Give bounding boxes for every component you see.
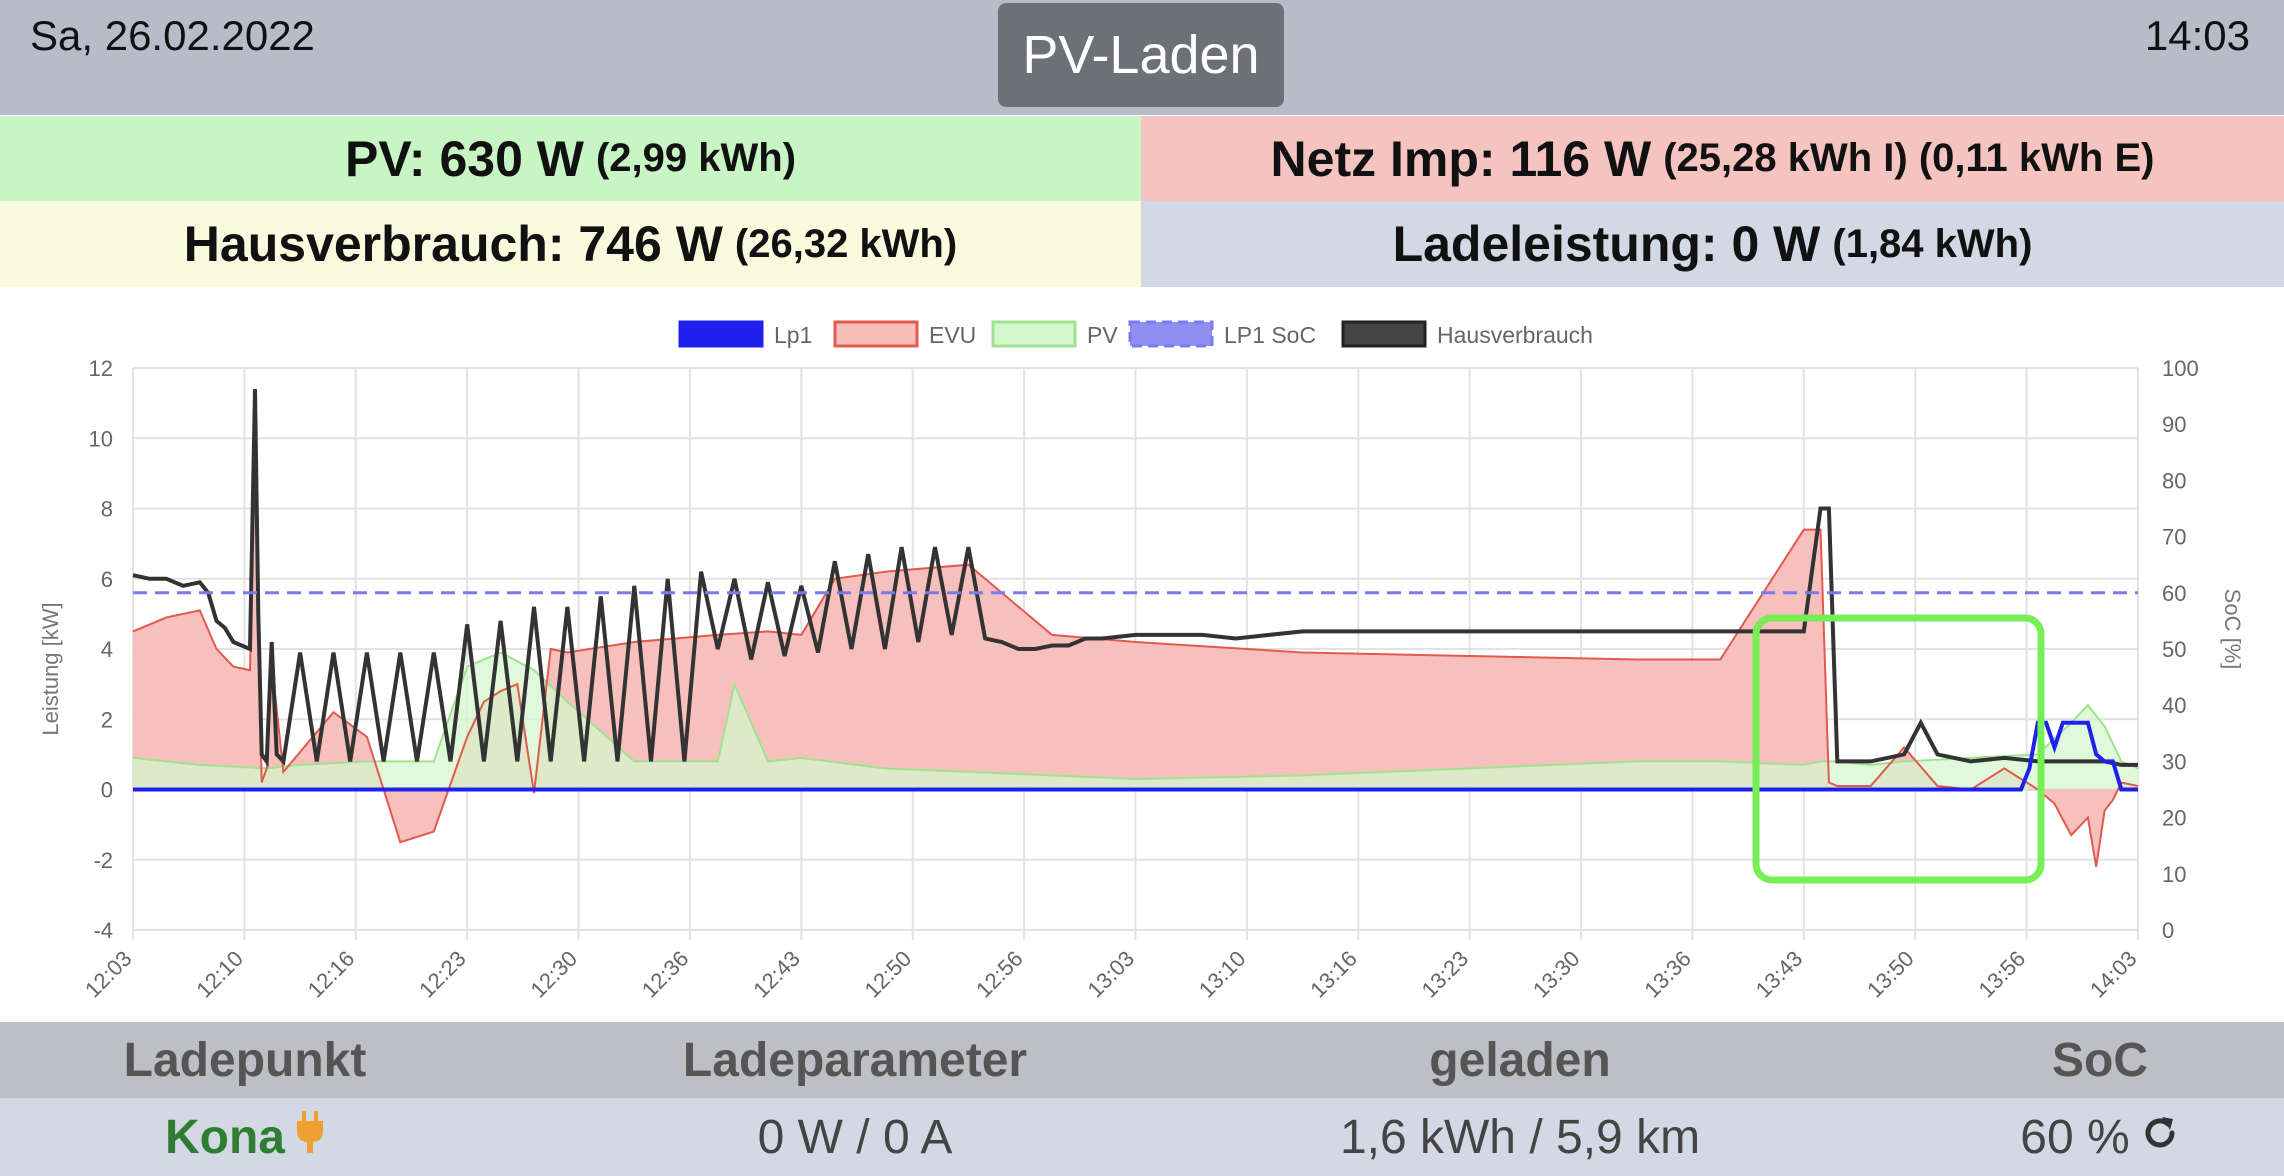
charge-power: Ladeleistung: 0 W bbox=[1392, 216, 1821, 272]
x-tick-label: 13:50 bbox=[1862, 946, 1919, 1003]
x-tick-label: 13:16 bbox=[1305, 946, 1362, 1003]
legend-lp1[interactable]: Lp1 bbox=[678, 320, 812, 348]
grid-energy: (25,28 kWh I) (0,11 kWh E) bbox=[1663, 136, 2155, 180]
charge-energy: (1,84 kWh) bbox=[1832, 221, 2033, 266]
x-tick-label: 14:03 bbox=[2085, 946, 2142, 1003]
x-tick-label: 13:23 bbox=[1417, 946, 1474, 1003]
x-tick-label: 12:50 bbox=[860, 946, 917, 1003]
y-axis-label: Leistung [kW] bbox=[38, 602, 63, 735]
chargepoint-name[interactable]: Kona bbox=[165, 1110, 285, 1164]
y-tick-label: 0 bbox=[101, 778, 113, 803]
highlight-box bbox=[1752, 614, 2045, 884]
lp1-line bbox=[133, 720, 2138, 792]
y-tick-label: 6 bbox=[101, 567, 113, 592]
x-tick-label: 13:43 bbox=[1751, 946, 1808, 1003]
house-power: Hausverbrauch: 746 W bbox=[183, 216, 723, 272]
x-tick-label: 12:16 bbox=[303, 946, 360, 1003]
x-tick-label: 12:36 bbox=[637, 946, 694, 1003]
y2-tick-label: 90 bbox=[2162, 412, 2186, 437]
header-soc: SoC bbox=[2052, 1033, 2148, 1087]
y-tick-label: 12 bbox=[89, 356, 113, 381]
top-bar: Sa, 26.02.2022 PV-Laden 14:03 bbox=[0, 0, 2284, 115]
house-info-panel: Hausverbrauch: 746 W (26,32 kWh) bbox=[0, 201, 1141, 287]
time-label: 14:03 bbox=[2144, 12, 2250, 59]
soc-value: 60 % bbox=[2020, 1110, 2130, 1164]
y2-tick-label: 20 bbox=[2162, 806, 2186, 831]
charged-amount: 1,6 kWh / 5,9 km bbox=[1339, 1110, 1701, 1164]
grid-info-panel: Netz Imp: 116 W (25,28 kWh I) (0,11 kWh … bbox=[1141, 116, 2284, 201]
y2-tick-label: 80 bbox=[2162, 468, 2186, 493]
charge-info-panel: Ladeleistung: 0 W (1,84 kWh) bbox=[1141, 201, 2284, 287]
legend-hausverbrauch[interactable]: Hausverbrauch bbox=[1341, 320, 1593, 348]
legend-swatch bbox=[678, 320, 764, 348]
pv-info-panel: PV: 630 W (2,99 kWh) bbox=[0, 116, 1141, 201]
charge-mode-button[interactable]: PV-Laden bbox=[998, 3, 1284, 107]
x-tick-label: 13:36 bbox=[1639, 946, 1696, 1003]
y-tick-label: 8 bbox=[101, 497, 113, 522]
y-tick-label: -4 bbox=[93, 918, 113, 943]
y-tick-label: 4 bbox=[101, 637, 113, 662]
charge-table-row[interactable]: Kona 0 W / 0 A 1,6 kWh / 5,9 km 60 % bbox=[0, 1098, 2284, 1176]
legend-swatch bbox=[833, 320, 919, 348]
x-tick-label: 13:56 bbox=[1974, 946, 2031, 1003]
y2-tick-label: 40 bbox=[2162, 693, 2186, 718]
legend-pv[interactable]: PV bbox=[991, 320, 1118, 348]
x-tick-label: 12:43 bbox=[748, 946, 805, 1003]
evu-line bbox=[132, 417, 2139, 867]
legend-label: PV bbox=[1087, 322, 1118, 348]
x-tick-label: 12:23 bbox=[414, 946, 471, 1003]
chart-legend[interactable]: Lp1 EVU PV LP1 SoC Hausverbrauch bbox=[678, 320, 1593, 348]
legend-label: Lp1 bbox=[774, 322, 812, 348]
pv-power: PV: 630 W bbox=[344, 130, 584, 187]
grid-power: Netz Imp: 116 W bbox=[1270, 130, 1652, 187]
x-tick-label: 12:03 bbox=[80, 946, 137, 1003]
chargepoint-cell[interactable]: Kona bbox=[60, 1098, 430, 1176]
pv-energy: (2,99 kWh) bbox=[595, 136, 797, 180]
y2-tick-label: 0 bbox=[2162, 918, 2174, 943]
house-energy: (26,32 kWh) bbox=[734, 221, 958, 266]
legend-lp1-soc[interactable]: LP1 SoC bbox=[1128, 320, 1316, 348]
y2-tick-label: 50 bbox=[2162, 637, 2186, 662]
y-tick-label: -2 bbox=[93, 848, 113, 873]
charge-table-header: Ladepunkt Ladeparameter geladen SoC bbox=[0, 1022, 2284, 1098]
header-ladepunkt: Ladepunkt bbox=[123, 1033, 367, 1087]
x-tick-label: 13:03 bbox=[1082, 946, 1139, 1003]
x-tick-label: 13:10 bbox=[1194, 946, 1251, 1003]
y2-tick-label: 30 bbox=[2162, 749, 2186, 774]
x-tick-label: 12:30 bbox=[525, 946, 582, 1003]
legend-label: Hausverbrauch bbox=[1437, 322, 1593, 348]
x-tick-label: 12:10 bbox=[191, 946, 248, 1003]
legend-swatch bbox=[991, 320, 1077, 348]
y-tick-label: 10 bbox=[89, 426, 113, 451]
soc-cell: 60 % bbox=[1960, 1098, 2240, 1176]
date-label: Sa, 26.02.2022 bbox=[30, 12, 315, 59]
y2-axis-label: SoC [%] bbox=[2220, 589, 2245, 670]
y2-tick-label: 60 bbox=[2162, 581, 2186, 606]
chart-series bbox=[132, 389, 2139, 867]
y2-tick-label: 100 bbox=[2162, 356, 2199, 381]
x-tick-label: 12:56 bbox=[971, 946, 1028, 1003]
legend-swatch bbox=[1341, 320, 1427, 348]
legend-label: EVU bbox=[929, 322, 976, 348]
legend-evu[interactable]: EVU bbox=[833, 320, 976, 348]
x-tick-label: 13:30 bbox=[1528, 946, 1585, 1003]
power-chart[interactable]: -4 -2 0 2 4 6 8 10 12 0 10 20 30 40 50 60 70 80 90 100 12:03… bbox=[0, 300, 2284, 1015]
plug-icon bbox=[295, 1110, 325, 1165]
hausverbrauch-line bbox=[132, 389, 2138, 768]
y2-tick-label: 70 bbox=[2162, 525, 2186, 550]
header-geladen: geladen bbox=[1429, 1033, 1611, 1087]
refresh-icon[interactable] bbox=[2140, 1110, 2180, 1165]
pv-area bbox=[133, 652, 2138, 790]
header-ladeparameter: Ladeparameter bbox=[682, 1033, 1028, 1087]
y-tick-label: 2 bbox=[101, 707, 113, 732]
legend-swatch bbox=[1128, 320, 1214, 348]
legend-label: LP1 SoC bbox=[1224, 322, 1316, 348]
charge-params: 0 W / 0 A bbox=[757, 1110, 953, 1164]
y2-tick-label: 10 bbox=[2162, 862, 2186, 887]
